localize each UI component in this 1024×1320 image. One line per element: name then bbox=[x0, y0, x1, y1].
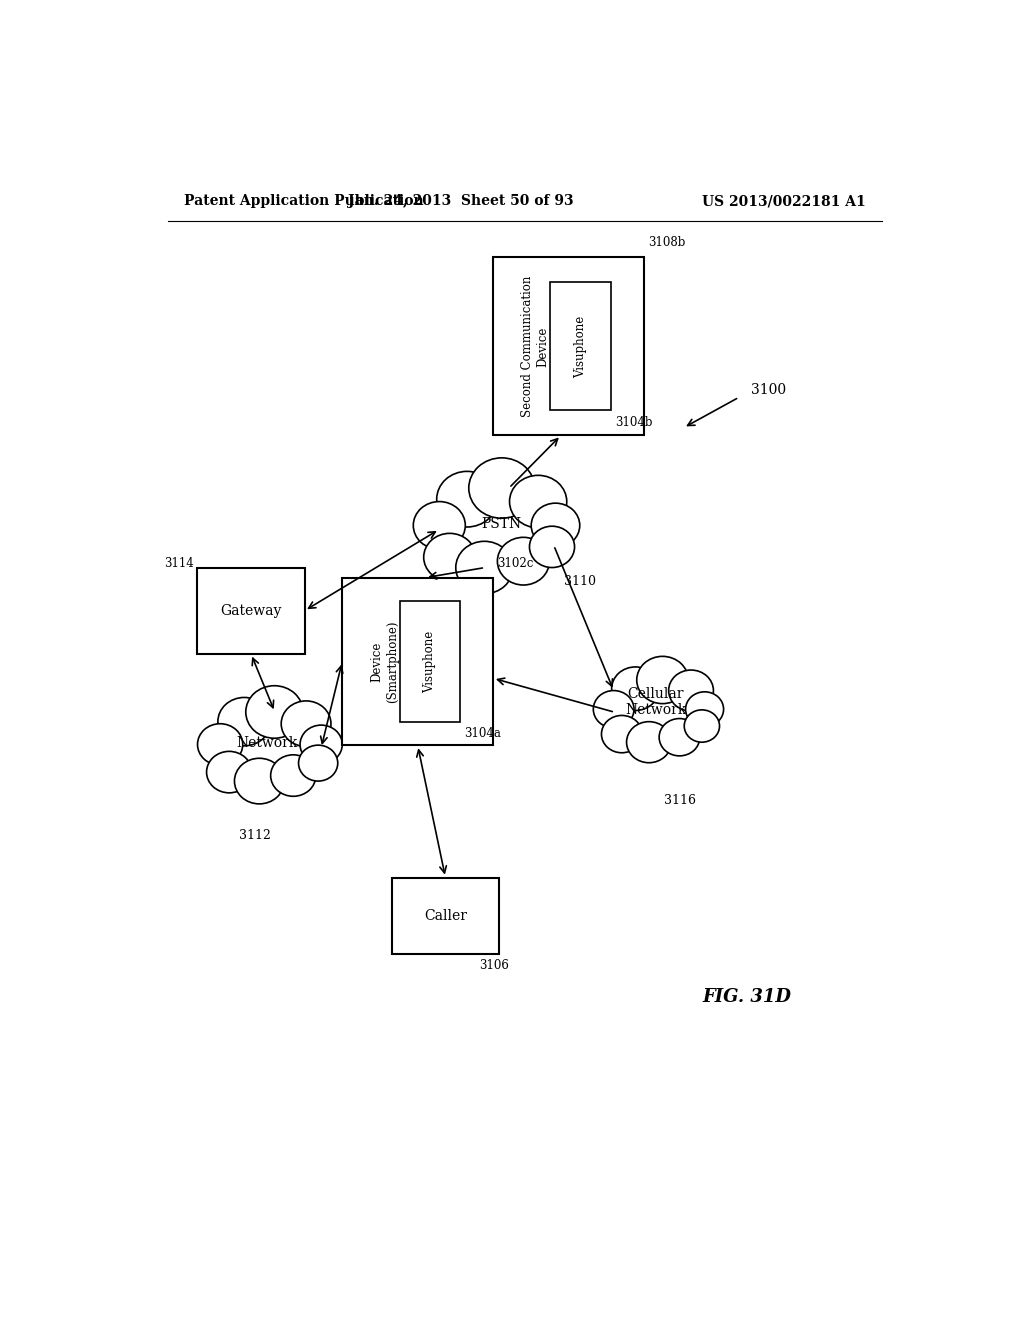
Ellipse shape bbox=[300, 725, 342, 764]
Ellipse shape bbox=[198, 723, 243, 766]
Text: Jan. 24, 2013  Sheet 50 of 93: Jan. 24, 2013 Sheet 50 of 93 bbox=[348, 194, 574, 209]
Text: 3104a: 3104a bbox=[464, 727, 501, 741]
Text: 3102c: 3102c bbox=[497, 557, 534, 569]
Text: 3114: 3114 bbox=[164, 557, 194, 570]
Text: 3112: 3112 bbox=[239, 829, 271, 842]
Bar bbox=[399, 601, 460, 722]
Text: Caller: Caller bbox=[424, 908, 467, 923]
Ellipse shape bbox=[531, 503, 580, 548]
Text: US 2013/0022181 A1: US 2013/0022181 A1 bbox=[702, 194, 866, 209]
Ellipse shape bbox=[637, 656, 688, 704]
Text: 3108b: 3108b bbox=[648, 236, 685, 249]
Text: PSTN: PSTN bbox=[481, 517, 521, 532]
Ellipse shape bbox=[510, 475, 566, 528]
Text: Second Communication
Device: Second Communication Device bbox=[521, 276, 550, 417]
Bar bbox=[550, 282, 610, 411]
Text: 3104b: 3104b bbox=[614, 416, 652, 429]
Ellipse shape bbox=[611, 667, 659, 710]
Bar bbox=[494, 257, 644, 436]
Ellipse shape bbox=[659, 718, 699, 756]
Text: 3106: 3106 bbox=[479, 958, 509, 972]
Ellipse shape bbox=[436, 471, 498, 527]
Ellipse shape bbox=[234, 758, 285, 804]
Text: Visuphone: Visuphone bbox=[574, 315, 587, 378]
Ellipse shape bbox=[684, 710, 720, 742]
Ellipse shape bbox=[593, 690, 634, 727]
Ellipse shape bbox=[529, 527, 574, 568]
Ellipse shape bbox=[414, 502, 465, 549]
Text: 3110: 3110 bbox=[564, 576, 596, 589]
Ellipse shape bbox=[627, 722, 672, 763]
Text: Gateway: Gateway bbox=[220, 603, 282, 618]
Bar bbox=[392, 878, 499, 954]
Text: Cellular
Network: Cellular Network bbox=[625, 688, 686, 717]
Text: Patent Application Publication: Patent Application Publication bbox=[183, 194, 423, 209]
Bar bbox=[342, 578, 494, 746]
Text: Visuphone: Visuphone bbox=[423, 631, 436, 693]
Text: 3116: 3116 bbox=[664, 793, 695, 807]
Text: Network: Network bbox=[237, 735, 298, 750]
Ellipse shape bbox=[270, 755, 315, 796]
Ellipse shape bbox=[424, 533, 476, 581]
Ellipse shape bbox=[246, 685, 303, 738]
Ellipse shape bbox=[456, 541, 513, 594]
Text: 3100: 3100 bbox=[751, 383, 786, 397]
Ellipse shape bbox=[218, 697, 270, 746]
Text: Device
(Smartphone): Device (Smartphone) bbox=[370, 620, 399, 702]
Ellipse shape bbox=[601, 715, 642, 752]
Ellipse shape bbox=[669, 671, 714, 711]
Bar bbox=[198, 568, 304, 653]
Ellipse shape bbox=[498, 537, 550, 585]
Ellipse shape bbox=[299, 746, 338, 781]
Ellipse shape bbox=[207, 751, 252, 793]
Ellipse shape bbox=[282, 701, 331, 747]
Text: FIG. 31D: FIG. 31D bbox=[702, 987, 792, 1006]
Ellipse shape bbox=[469, 458, 535, 519]
Ellipse shape bbox=[686, 692, 724, 726]
